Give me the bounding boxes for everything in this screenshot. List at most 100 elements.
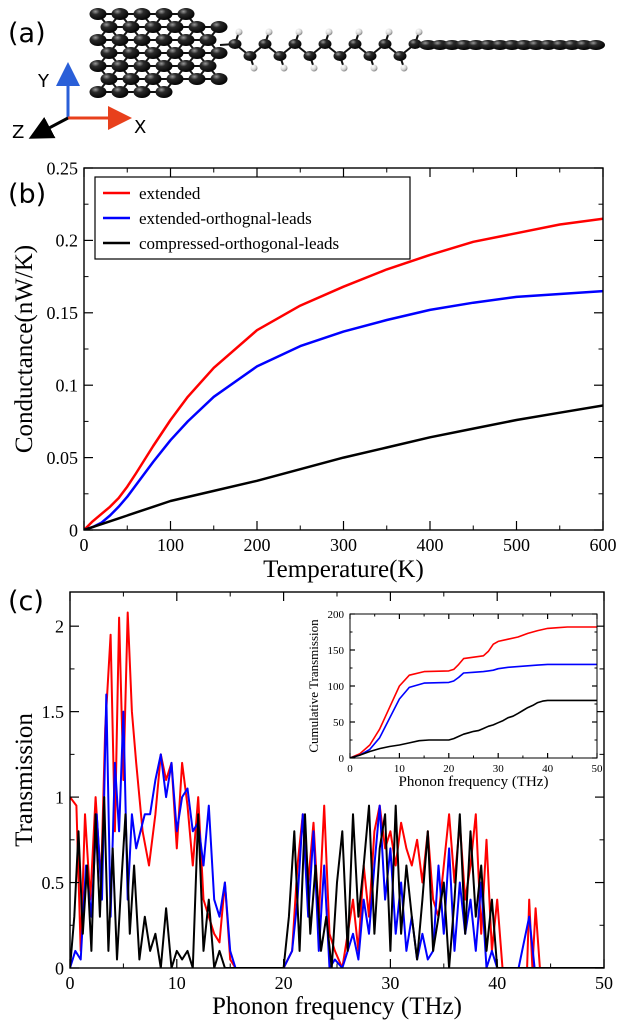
carbon-atom	[133, 60, 151, 72]
transmission-series: 0 10 20 30 40 50 0 0.5 1 1.5 2	[42, 591, 613, 993]
x-tick-label: 500	[503, 535, 530, 555]
y-tick-label: 0.15	[47, 303, 79, 323]
cumulative-transmission-inset: 0 10 20 30 40 50 0 50 100 150 200 Phonon frequency…	[306, 609, 603, 790]
y-axis-letter: Y	[37, 71, 50, 92]
carbon-atom	[155, 8, 173, 20]
carbon-atom	[100, 21, 118, 33]
z-axis-arrow	[28, 116, 69, 139]
carbon-atom	[378, 39, 392, 49]
carbon-atom	[243, 51, 257, 61]
y-tick-label: 150	[328, 645, 345, 657]
carbon-atom	[89, 60, 107, 72]
inset-y-axis-label: Cumulative Transmission	[306, 619, 321, 753]
hydrogen-atom	[250, 64, 258, 72]
series-line-extended	[84, 217, 603, 530]
y-tick-label: 1	[55, 787, 64, 807]
x-tick-label: 10	[168, 973, 186, 993]
carbon-atom	[303, 51, 317, 61]
inset-x-axis-label: Phonon frequency (THz)	[399, 774, 549, 790]
x-tick-label: 30	[381, 973, 399, 993]
x-tick-label: 50	[592, 763, 604, 775]
hydrogen-atom	[415, 28, 423, 36]
transmission-y-axis-label: Transmission	[11, 713, 38, 847]
inset-series: 0 10 20 30 40 50 0 50 100 150 200	[328, 609, 604, 775]
carbon-atom	[144, 21, 162, 33]
axis-triad: Y X Z	[12, 62, 146, 143]
carbon-atom	[133, 8, 151, 20]
y-tick-label: 0.25	[47, 158, 79, 178]
hydrogen-atom	[310, 64, 318, 72]
series-line-compressed-orthogonal-leads	[350, 699, 597, 758]
hydrogen-atom	[355, 28, 363, 36]
carbon-atom	[155, 34, 173, 46]
carbon-atom	[122, 47, 140, 59]
carbon-atom	[166, 47, 184, 59]
carbon-atom	[144, 73, 162, 85]
conductance-x-axis-label: Temperature(K)	[263, 556, 424, 583]
x-tick-label: 10	[394, 763, 406, 775]
x-tick-label: 300	[330, 535, 357, 555]
series-line-extended-orthognal-leads	[350, 663, 597, 758]
y-tick-label: 200	[328, 609, 345, 621]
series-line-extended-orthognal-leads	[84, 289, 603, 530]
y-tick-label: 100	[328, 681, 345, 693]
carbon-atom	[188, 73, 206, 85]
hydrogen-atom	[280, 64, 288, 72]
x-tick-label: 30	[493, 763, 505, 775]
carbon-atom	[89, 8, 107, 20]
series-line-compressed-orthogonal-leads	[70, 796, 604, 968]
carbon-atom	[144, 47, 162, 59]
y-tick-label: 0	[339, 753, 345, 765]
x-tick-label: 600	[590, 535, 617, 555]
transmission-chart: 0 10 20 30 40 50 0 0.5 1 1.5 2 Phonon frequency (T…	[11, 591, 613, 1020]
carbon-atom	[188, 21, 206, 33]
hydrogen-atom	[325, 28, 333, 36]
y-tick-label: 0.1	[56, 376, 79, 396]
panel-a-label: (a)	[8, 18, 46, 49]
carbon-atom	[100, 47, 118, 59]
hydrogen-atom	[235, 28, 243, 36]
x-tick-label: 0	[80, 535, 89, 555]
x-tick-label: 20	[275, 973, 293, 993]
y-tick-label: 50	[333, 717, 345, 729]
y-tick-label: 0	[55, 958, 64, 978]
series-line-extended-orthognal-leads	[70, 693, 604, 968]
carbon-atom	[318, 39, 332, 49]
panel-c-label: (c)	[8, 586, 44, 617]
carbon-atom	[210, 73, 228, 85]
x-tick-label: 40	[542, 763, 554, 775]
x-tick-label: 0	[347, 763, 353, 775]
conductance-chart: 0 100 200 300 400 500 600 0 0.05 0.1 0.15 0.2 0.25 e…	[11, 158, 617, 583]
x-tick-label: 50	[595, 973, 613, 993]
series-line-compressed-orthogonal-leads	[84, 404, 603, 530]
legend-entry: extended	[139, 184, 201, 203]
carbon-atom	[199, 60, 217, 72]
series-line-extended	[350, 626, 597, 758]
x-tick-label: 100	[157, 535, 184, 555]
x-tick-label: 0	[66, 973, 75, 993]
carbon-atom	[122, 73, 140, 85]
conductance-y-axis-label: Conductance(nW/K)	[11, 245, 38, 453]
legend-entry: extended-orthognal-leads	[139, 209, 312, 228]
hydrogen-atom	[400, 64, 408, 72]
carbon-atom	[393, 51, 407, 61]
lead-atom	[587, 40, 605, 50]
z-axis-letter: Z	[12, 122, 24, 143]
carbon-atom	[155, 60, 173, 72]
conductance-legend: extended extended-orthognal-leads compress…	[94, 176, 411, 260]
carbon-atom	[199, 34, 217, 46]
carbon-atom	[177, 8, 195, 20]
carbon-atom	[100, 73, 118, 85]
carbon-atom	[155, 86, 173, 98]
hydrogen-atom	[265, 28, 273, 36]
conductance-series: 0 100 200 300 400 500 600 0 0.05 0.1 0.15 0.2 0.25	[47, 158, 617, 555]
carbon-atom	[122, 21, 140, 33]
y-tick-label: 2	[55, 616, 64, 636]
carbon-atom	[89, 86, 107, 98]
carbon-atom	[273, 51, 287, 61]
carbon-atom	[177, 34, 195, 46]
carbon-atom	[408, 39, 422, 49]
x-tick-label: 20	[443, 763, 455, 775]
legend-entry: compressed-orthogonal-leads	[139, 234, 339, 253]
